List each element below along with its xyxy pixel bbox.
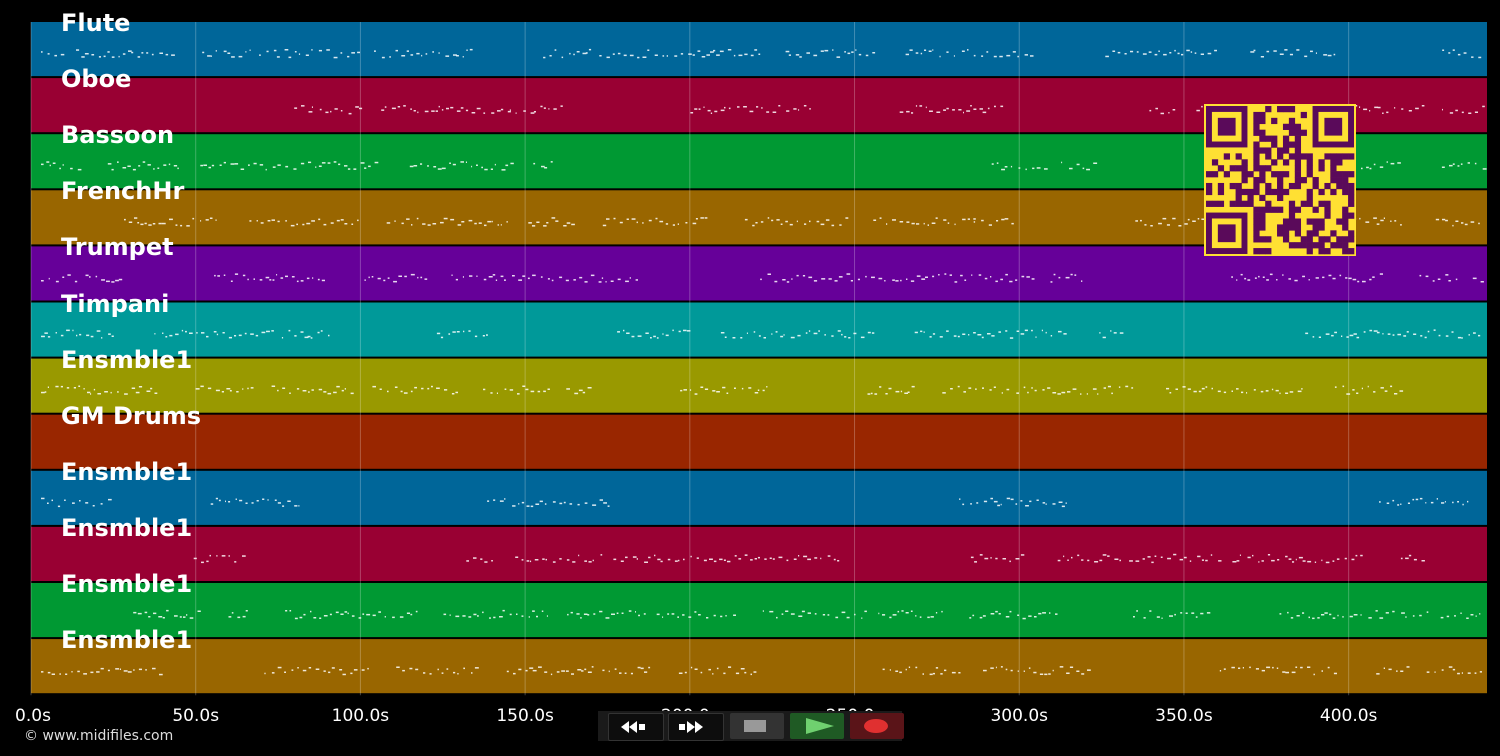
track-lane[interactable] [31, 526, 1487, 581]
stop-button[interactable] [730, 713, 784, 739]
qr-code [1204, 104, 1356, 256]
copyright-text: © www.midifiles.com [24, 728, 174, 744]
note-marks [41, 497, 1469, 508]
qr-code-image [1204, 104, 1356, 256]
track-label: GM Drums [61, 401, 202, 430]
track-label: Timpani [61, 289, 170, 318]
note-marks [41, 273, 1484, 283]
play-button[interactable] [790, 713, 844, 739]
fast-forward-icon [679, 721, 703, 733]
rewind-button[interactable] [608, 713, 664, 741]
note-marks [41, 666, 1482, 676]
track-label: Ensmble1 [61, 626, 193, 655]
rewind-icon [621, 721, 645, 733]
track-lane[interactable] [31, 639, 1487, 694]
track-label: Bassoon [61, 121, 175, 150]
note-marks [133, 609, 1481, 620]
time-tick-label: 0.0s [15, 706, 51, 726]
track-lane[interactable] [31, 22, 1487, 77]
time-tick-label: 400.0s [1319, 706, 1378, 726]
record-icon [864, 719, 888, 733]
track-label: Oboe [61, 65, 132, 94]
track-lane[interactable] [31, 358, 1487, 413]
record-button[interactable] [850, 713, 904, 739]
time-tick-label: 150.0s [496, 706, 554, 726]
stop-icon [744, 720, 766, 732]
time-tick-label: 50.0s [172, 706, 220, 726]
track-label: Ensmble1 [61, 513, 193, 542]
note-marks [41, 48, 1482, 59]
track-label: Flute [61, 9, 131, 37]
note-marks [41, 161, 1487, 171]
play-icon [806, 718, 834, 734]
track-label: Ensmble1 [61, 345, 193, 374]
note-marks [193, 553, 1425, 564]
note-marks [41, 329, 1481, 339]
track-lane[interactable] [31, 302, 1487, 357]
time-tick-label: 350.0s [1155, 706, 1213, 726]
transport-controls [598, 711, 904, 741]
note-marks [41, 385, 1404, 395]
time-tick-label: 300.0s [990, 706, 1048, 726]
track-label: Ensmble1 [61, 570, 193, 598]
track-label: Ensmble1 [61, 457, 193, 486]
track-lane[interactable] [31, 583, 1487, 638]
track-lane[interactable] [31, 414, 1487, 469]
track-label: Trumpet [61, 233, 174, 262]
time-tick-label: 100.0s [331, 706, 390, 726]
track-label: FrenchHr [61, 177, 185, 206]
track-lane[interactable] [31, 470, 1487, 525]
fast-forward-button[interactable] [668, 713, 724, 741]
